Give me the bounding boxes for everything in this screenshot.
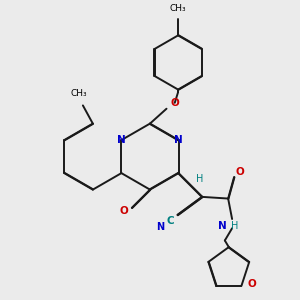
Text: H: H bbox=[196, 174, 203, 184]
Text: O: O bbox=[248, 279, 256, 289]
Text: CH₃: CH₃ bbox=[70, 89, 87, 98]
Text: N: N bbox=[117, 135, 126, 145]
Text: O: O bbox=[170, 98, 179, 108]
Text: H: H bbox=[231, 220, 238, 231]
Text: CH₃: CH₃ bbox=[170, 4, 186, 14]
Text: C: C bbox=[167, 216, 174, 226]
Text: N: N bbox=[218, 220, 227, 231]
Text: N: N bbox=[174, 135, 183, 145]
Text: N: N bbox=[156, 222, 164, 232]
Text: O: O bbox=[119, 206, 128, 216]
Text: O: O bbox=[236, 167, 244, 177]
